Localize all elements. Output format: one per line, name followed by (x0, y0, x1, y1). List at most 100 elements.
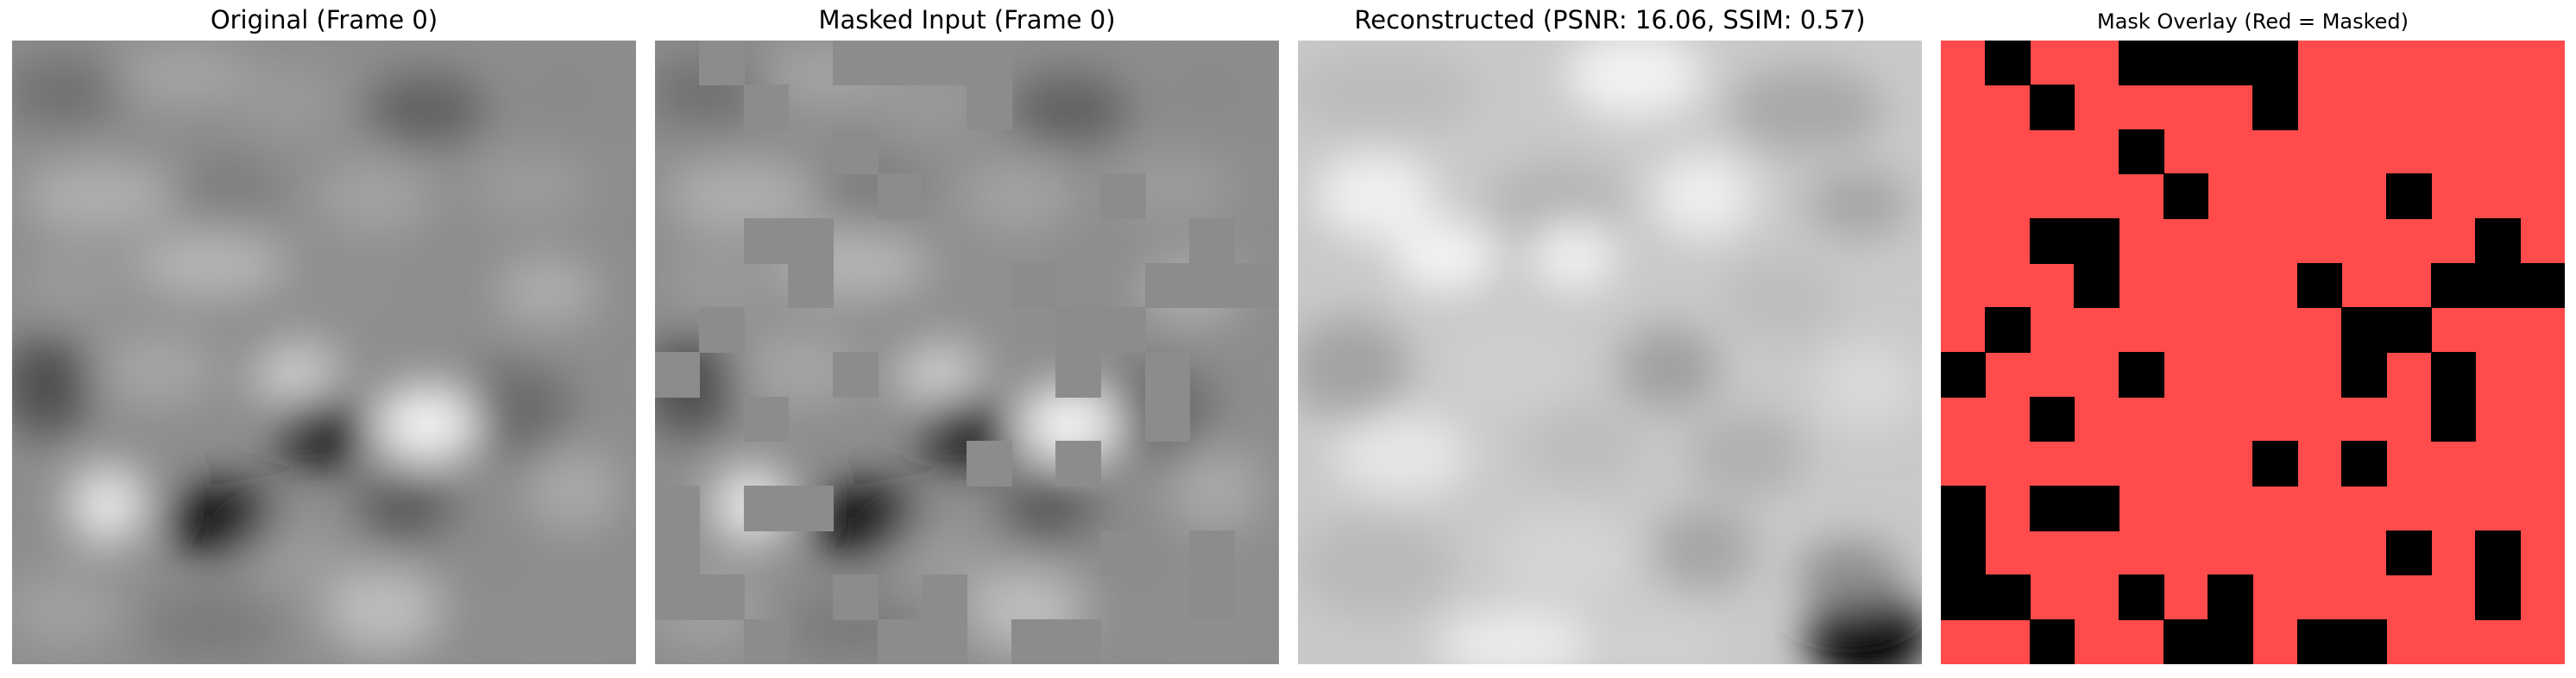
original-image-svg (12, 41, 636, 664)
masked-patch (788, 263, 834, 308)
visible-cell (2297, 263, 2342, 308)
mask-overlay-image-svg (1941, 41, 2565, 664)
masked-patch (788, 486, 834, 531)
masked-patch (744, 486, 789, 531)
visible-cell (1941, 574, 1986, 620)
masked-patch (878, 41, 923, 85)
visible-cell (2208, 619, 2253, 664)
masked-patch (744, 619, 789, 664)
masked-patch (833, 574, 879, 620)
visible-cell (2252, 441, 2298, 487)
masked-patch (744, 218, 789, 264)
mask-overlay-image (1941, 41, 2565, 664)
masked-patch (1145, 397, 1190, 442)
visible-cell (2119, 352, 2164, 398)
masked-patch (967, 441, 1012, 487)
masked-patch (922, 619, 967, 664)
visible-cell (1941, 352, 1986, 398)
mask-overlay-title: Mask Overlay (Red = Masked) (2096, 9, 2409, 34)
masked-patch (967, 41, 1012, 85)
reconstructed-panel: Reconstructed (PSNR: 16.06, SSIM: 0.57) (1298, 0, 1922, 678)
visible-cell (2074, 218, 2119, 264)
masked-patch (788, 218, 834, 264)
masked-patch (655, 352, 700, 398)
original-title: Original (Frame 0) (210, 5, 438, 35)
visible-cell (2119, 41, 2164, 85)
masked-input-image-svg (655, 41, 1279, 664)
visible-cell (2475, 263, 2521, 308)
visible-cell (2252, 41, 2298, 85)
masked-patch (1011, 263, 1056, 308)
visible-cell (2341, 307, 2387, 353)
reconstructed-image (1298, 41, 1922, 664)
mask-overlay-panel: Mask Overlay (Red = Masked) (1941, 0, 2565, 678)
visible-cell (2386, 307, 2432, 353)
masked-patch (1145, 263, 1190, 308)
reconstructed-title: Reconstructed (PSNR: 16.06, SSIM: 0.57) (1354, 5, 1866, 35)
visible-cell (2074, 486, 2119, 531)
masked-patch (1011, 619, 1056, 664)
visible-cell (2431, 397, 2476, 442)
masked-patch (655, 486, 700, 531)
masked-patch (922, 574, 967, 620)
masked-patch (1100, 173, 1146, 219)
masked-patch (878, 173, 923, 219)
visible-cell (2297, 619, 2342, 664)
texture-layer (12, 41, 636, 664)
masked-patch (1145, 352, 1190, 398)
masked-patch (1100, 307, 1146, 353)
visible-cell (2475, 218, 2521, 264)
visible-cell (2119, 129, 2164, 174)
masked-patch (1189, 530, 1235, 575)
masked-patch (1100, 530, 1146, 575)
masked-patch (744, 397, 789, 442)
masked-patch (833, 352, 879, 398)
visible-cell (2208, 41, 2253, 85)
masked-patch (1055, 352, 1101, 398)
original-panel: Original (Frame 0) (12, 0, 636, 678)
visible-cell (2341, 619, 2387, 664)
masked-patch (744, 85, 789, 130)
visible-cell (2341, 352, 2387, 398)
visible-cell (2475, 530, 2521, 575)
visible-cell (1941, 486, 1986, 531)
masked-patches (655, 41, 1279, 664)
masked-patch (699, 41, 745, 85)
masked-patch (967, 85, 1012, 130)
masked-input-title: Masked Input (Frame 0) (818, 5, 1116, 35)
masked-patch (1189, 574, 1235, 620)
visible-cell (2030, 85, 2075, 130)
visible-cell (2252, 85, 2298, 130)
visible-cell (2163, 41, 2208, 85)
visible-cell (2386, 530, 2432, 575)
visible-cell (2208, 574, 2253, 620)
visible-cell (2119, 574, 2164, 620)
masked-input-panel: Masked Input (Frame 0) (655, 0, 1279, 678)
visible-cell (2163, 173, 2208, 219)
visible-cell (2386, 173, 2432, 219)
masked-patch (655, 574, 700, 620)
masked-patch (699, 574, 745, 620)
visible-cell (2475, 574, 2521, 620)
masked-patch (1055, 619, 1101, 664)
masked-patch (878, 619, 923, 664)
visible-cell (1985, 574, 2031, 620)
masked-patch (655, 530, 700, 575)
masked-patch (833, 129, 879, 174)
visible-cell (2030, 619, 2075, 664)
masked-patch (699, 307, 745, 353)
visible-cell (2074, 263, 2119, 308)
visible-cell (1985, 41, 2031, 85)
original-image (12, 41, 636, 664)
visible-cell (1985, 307, 2031, 353)
masked-patch (1055, 307, 1101, 353)
visible-cell (2431, 263, 2476, 308)
masked-input-image (655, 41, 1279, 664)
visible-cell (2520, 263, 2565, 308)
masked-patch (1234, 263, 1279, 308)
masked-patch (1189, 218, 1235, 264)
visible-cell (2163, 619, 2208, 664)
visible-cell (2030, 397, 2075, 442)
masked-patch (1055, 441, 1101, 487)
visible-cell (2030, 218, 2075, 264)
